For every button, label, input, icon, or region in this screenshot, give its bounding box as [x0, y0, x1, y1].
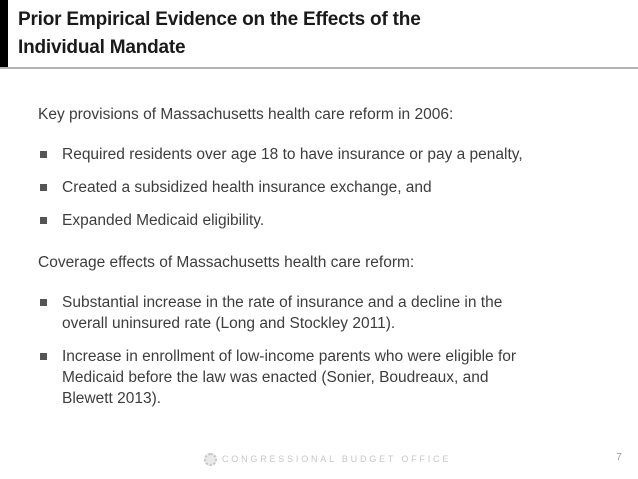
bullet-square-icon: [40, 353, 47, 360]
bullet-item: Increase in enrollment of low-income par…: [38, 346, 598, 409]
bullet-square-icon: [40, 217, 47, 224]
bullet-item: Expanded Medicaid eligibility.: [38, 210, 598, 231]
bullet-square-icon: [40, 151, 47, 158]
header-accent-bar: [0, 0, 8, 67]
slide-body: Key provisions of Massachusetts health c…: [38, 104, 598, 421]
bullet-square-icon: [40, 184, 47, 191]
bullet-item: Required residents over age 18 to have i…: [38, 144, 598, 165]
slide-footer: CONGRESSIONAL BUDGET OFFICE 7: [0, 449, 638, 479]
cbo-seal-icon: [204, 453, 217, 466]
bullet-text: Substantial increase in the rate of insu…: [62, 294, 503, 332]
page-title: Prior Empirical Evidence on the Effects …: [18, 9, 421, 58]
footer-org-label: CONGRESSIONAL BUDGET OFFICE: [222, 454, 452, 464]
bullet-square-icon: [40, 299, 47, 306]
bullet-item: Created a subsidized health insurance ex…: [38, 177, 598, 198]
section-key-provisions: Key provisions of Massachusetts health c…: [38, 104, 598, 231]
title-divider: [0, 67, 638, 69]
bullet-text: Expanded Medicaid eligibility.: [62, 212, 265, 229]
bullet-text: Increase in enrollment of low-income par…: [62, 348, 517, 407]
page-number: 7: [616, 451, 622, 463]
section-heading: Key provisions of Massachusetts health c…: [38, 106, 454, 123]
bullet-text: Required residents over age 18 to have i…: [62, 146, 523, 163]
bullet-item: Substantial increase in the rate of insu…: [38, 292, 598, 334]
section-coverage-effects: Coverage effects of Massachusetts health…: [38, 252, 598, 409]
section-heading: Coverage effects of Massachusetts health…: [38, 254, 415, 271]
bullet-text: Created a subsidized health insurance ex…: [62, 179, 432, 196]
